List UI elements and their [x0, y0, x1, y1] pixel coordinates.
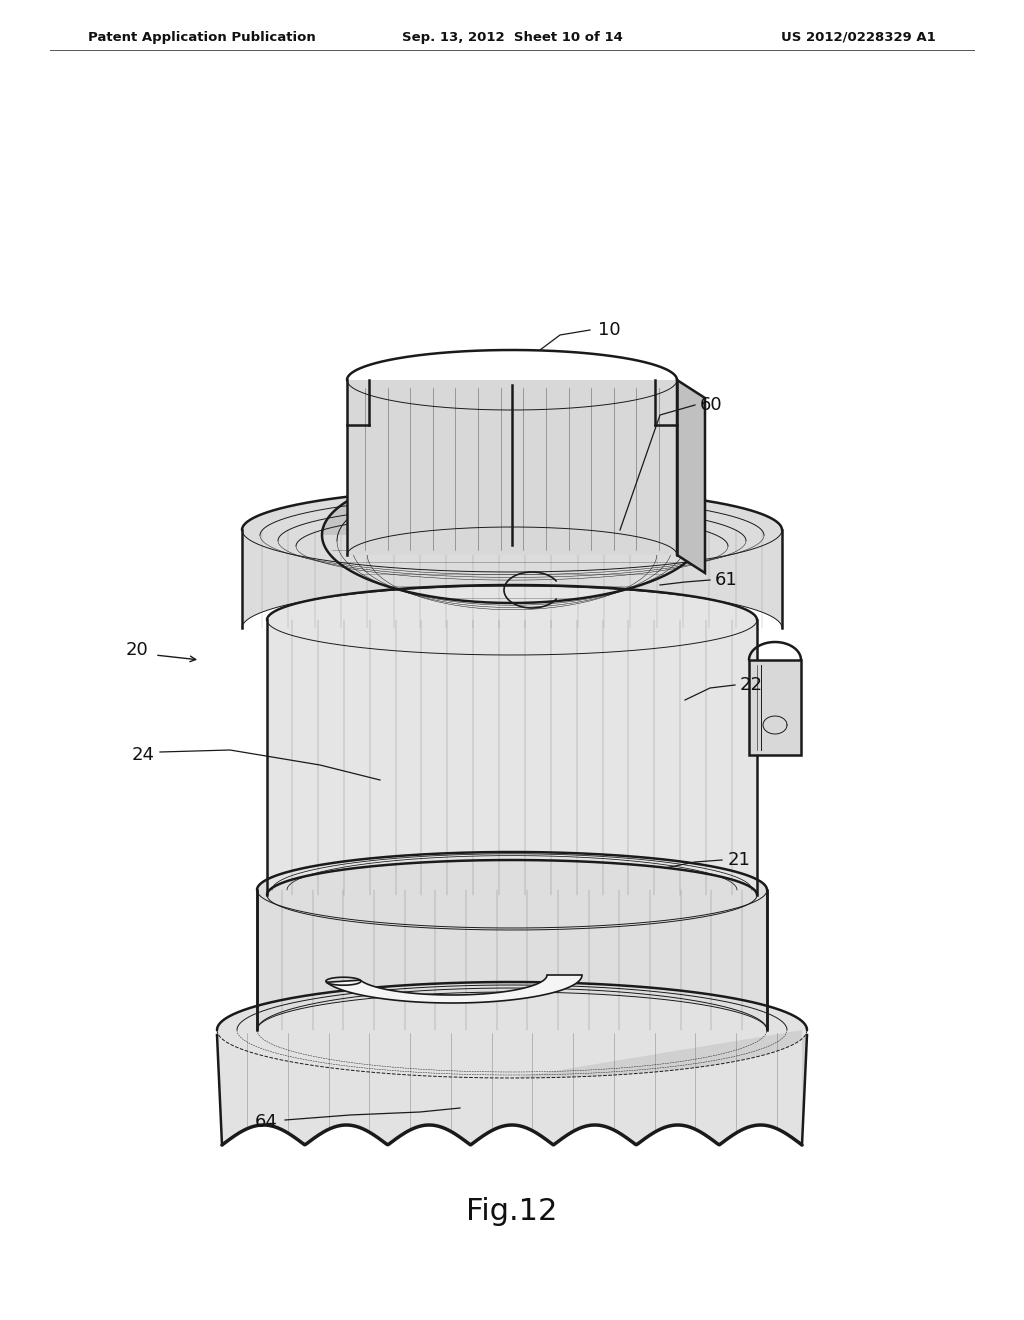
Polygon shape	[677, 380, 705, 573]
Text: 24: 24	[132, 746, 155, 764]
Polygon shape	[322, 467, 702, 535]
Text: 61: 61	[715, 572, 737, 589]
Text: Sep. 13, 2012  Sheet 10 of 14: Sep. 13, 2012 Sheet 10 of 14	[401, 30, 623, 44]
Text: Patent Application Publication: Patent Application Publication	[88, 30, 315, 44]
Polygon shape	[242, 488, 782, 628]
Text: 64: 64	[255, 1113, 278, 1131]
Text: 20: 20	[125, 642, 148, 659]
Text: US 2012/0228329 A1: US 2012/0228329 A1	[781, 30, 936, 44]
Polygon shape	[267, 585, 757, 895]
Polygon shape	[257, 851, 767, 1030]
Polygon shape	[512, 1030, 807, 1140]
Polygon shape	[327, 975, 582, 1003]
Text: 22: 22	[740, 676, 763, 694]
Text: 21: 21	[728, 851, 751, 869]
Text: 10: 10	[598, 321, 621, 339]
Polygon shape	[347, 380, 677, 554]
Polygon shape	[749, 660, 801, 755]
Polygon shape	[217, 982, 807, 1144]
Text: 60: 60	[700, 396, 723, 414]
Text: Fig.12: Fig.12	[466, 1197, 558, 1226]
